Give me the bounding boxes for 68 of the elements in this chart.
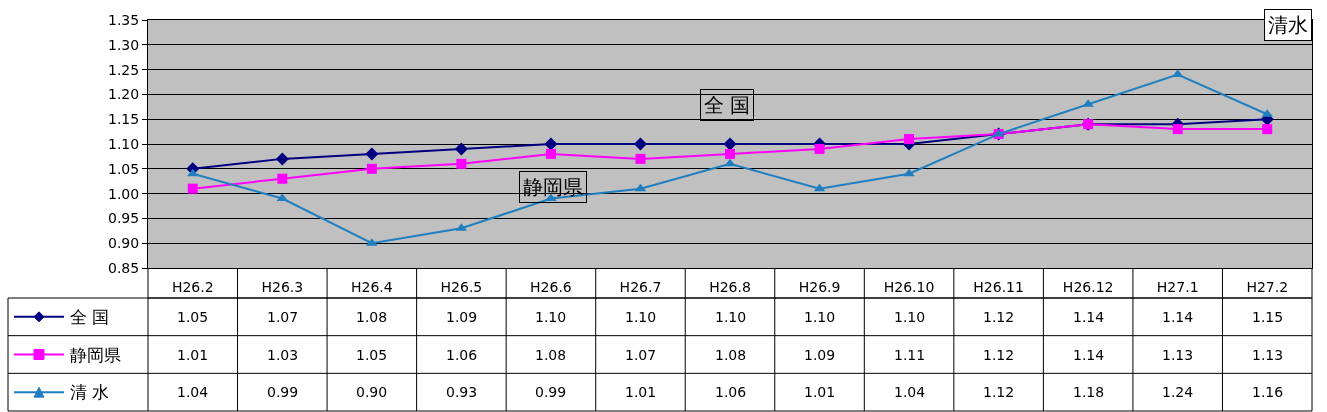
data-label: 1.04	[894, 384, 926, 400]
data-label: 1.13	[1162, 347, 1194, 363]
y-tick-label: 1.00	[108, 185, 140, 202]
x-tick-label: H26.11	[973, 278, 1024, 295]
data-label: 1.13	[1252, 347, 1284, 363]
y-tick-label: 0.95	[108, 210, 140, 227]
data-label: 1.12	[983, 384, 1015, 400]
x-tick-label: H26.2	[171, 278, 214, 295]
x-tick-label: H26.7	[619, 278, 662, 295]
data-label: 1.24	[1162, 384, 1194, 400]
x-tick-label: H27.1	[1156, 278, 1199, 295]
data-label: 1.10	[894, 309, 926, 325]
data-label: 1.10	[625, 309, 657, 325]
y-tick-label: 0.85	[108, 259, 140, 276]
y-tick-label: 1.25	[108, 61, 140, 78]
data-label: 1.05	[356, 347, 388, 363]
y-tick-label: 0.90	[108, 235, 140, 252]
data-label: 1.08	[535, 347, 567, 363]
data-label: 1.05	[177, 309, 209, 325]
data-label: 1.10	[535, 309, 567, 325]
x-tick-label: H26.5	[440, 278, 483, 295]
data-label: 1.08	[715, 347, 747, 363]
y-tick-label: 1.30	[108, 36, 140, 53]
x-tick-label: H26.10	[883, 278, 935, 295]
chart-title: 清水	[1268, 13, 1308, 37]
data-label: 0.93	[446, 384, 478, 400]
data-label: 1.14	[1073, 309, 1105, 325]
data-label: 1.01	[625, 384, 657, 400]
x-tick-label: H26.4	[351, 278, 393, 295]
y-tick-label: 1.20	[108, 86, 140, 103]
legend-label: 静岡県	[70, 345, 121, 365]
data-label: 1.09	[446, 309, 478, 325]
legend-label: 清 水	[70, 382, 110, 402]
data-label: 1.16	[1252, 384, 1284, 400]
x-tick-label: H26.9	[798, 278, 841, 295]
data-label: 1.09	[804, 347, 836, 363]
data-label: 1.01	[804, 384, 836, 400]
data-label: 1.10	[804, 309, 836, 325]
data-label: 1.04	[177, 384, 209, 400]
data-label: 1.06	[446, 347, 478, 363]
data-label: 1.12	[983, 347, 1015, 363]
data-label: 1.12	[983, 309, 1015, 325]
data-label: 1.08	[356, 309, 388, 325]
x-tick-label: H27.2	[1246, 278, 1289, 295]
x-tick-label: H26.8	[709, 278, 751, 295]
data-label: 1.14	[1073, 347, 1105, 363]
data-label: 1.14	[1162, 309, 1194, 325]
data-label: 1.01	[177, 347, 209, 363]
x-tick-label: H26.6	[530, 278, 572, 295]
y-tick-label: 1.35	[108, 11, 140, 28]
data-label: 0.90	[356, 384, 388, 400]
data-label: 1.15	[1252, 309, 1284, 325]
data-label: 1.18	[1073, 384, 1105, 400]
y-tick-label: 1.15	[108, 111, 140, 128]
x-tick-label: H26.12	[1062, 278, 1114, 295]
legend-label: 全 国	[70, 307, 110, 327]
data-label: 0.99	[535, 384, 567, 400]
data-label: 0.99	[267, 384, 299, 400]
y-tick-label: 1.05	[108, 160, 140, 177]
x-tick-label: H26.3	[261, 278, 304, 295]
data-label: 1.11	[894, 347, 926, 363]
data-label: 1.10	[715, 309, 747, 325]
y-tick-label: 1.10	[108, 135, 140, 152]
data-label: 1.07	[625, 347, 657, 363]
data-label: 1.06	[715, 384, 747, 400]
data-label: 1.03	[267, 347, 299, 363]
annotation: 全 国	[704, 93, 751, 117]
data-label: 1.07	[267, 309, 299, 325]
